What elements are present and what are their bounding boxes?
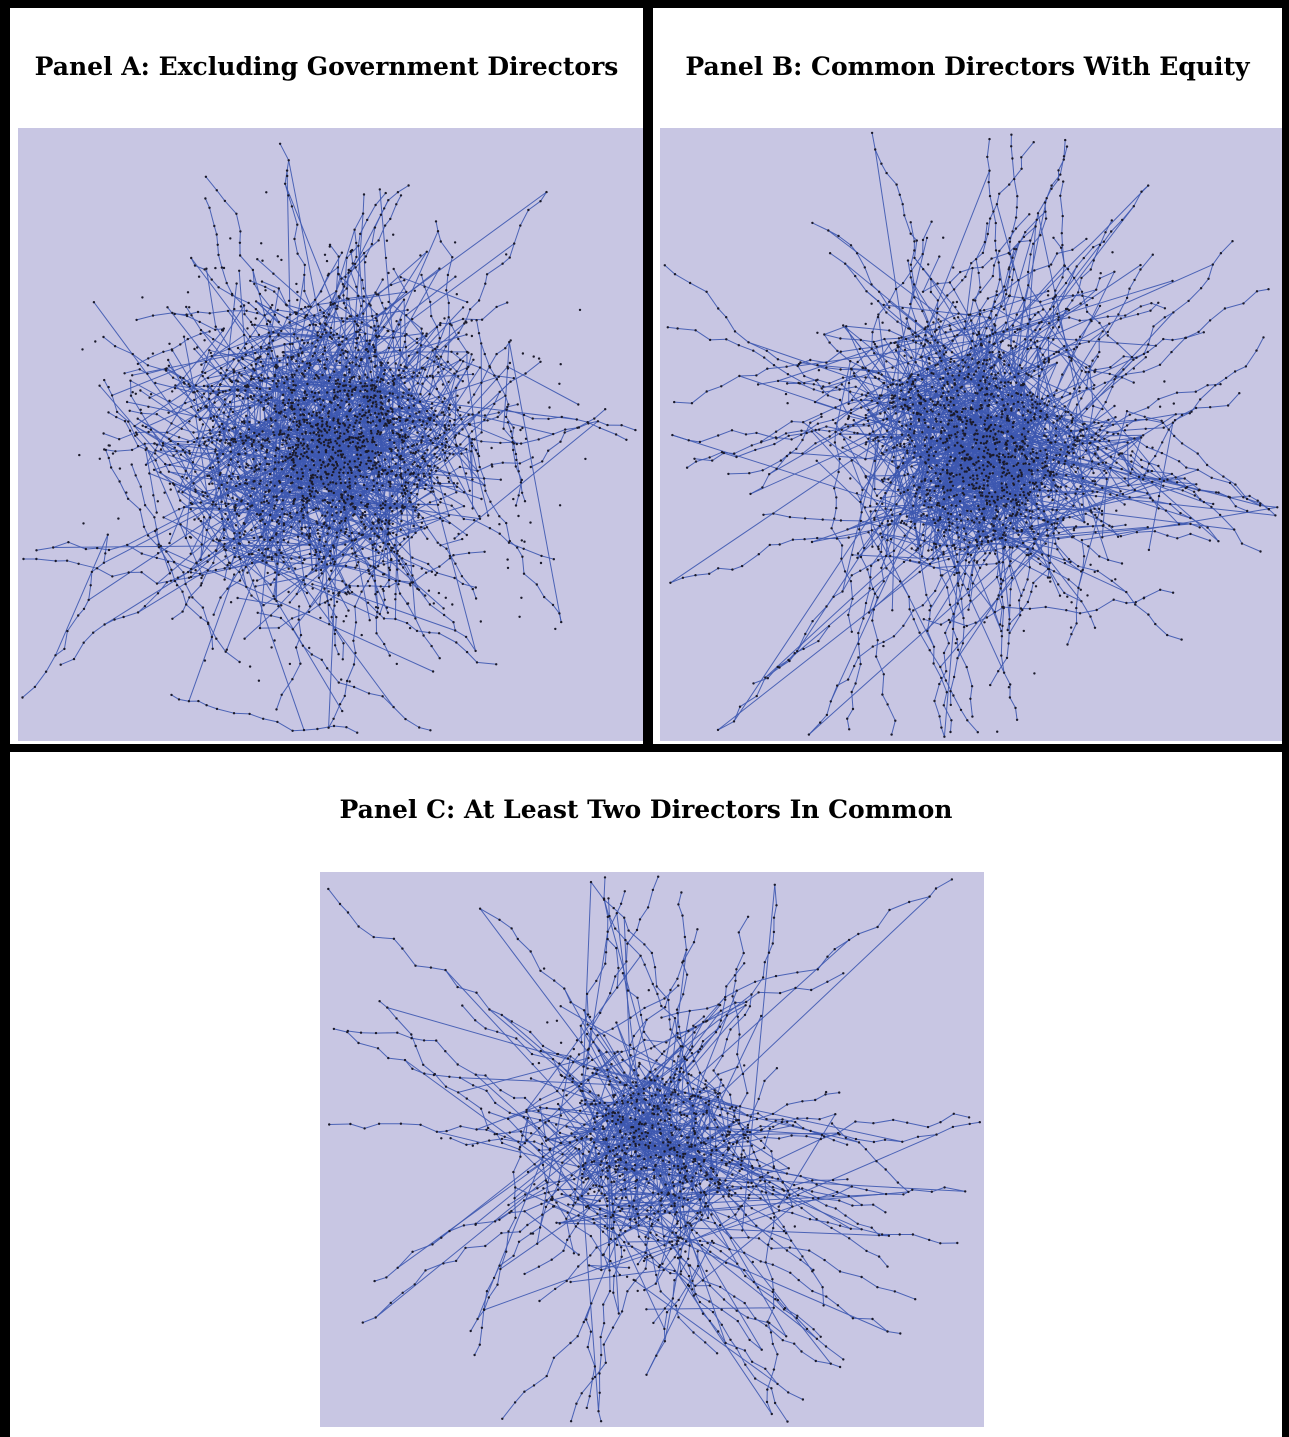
network-graph-b bbox=[663, 131, 1279, 738]
left-border bbox=[0, 0, 10, 1437]
network-edges bbox=[22, 143, 636, 734]
network-nodes bbox=[663, 131, 1279, 738]
network-nodes bbox=[21, 142, 637, 734]
row-divider bbox=[0, 744, 1289, 752]
panel-c-title: Panel C: At Least Two Directors In Commo… bbox=[339, 795, 953, 824]
network-edges bbox=[664, 132, 1278, 737]
network-edges bbox=[327, 876, 980, 1422]
right-border bbox=[1282, 0, 1289, 1437]
middle-divider bbox=[643, 0, 653, 748]
panel-b-title: Panel B: Common Directors With Equity bbox=[685, 52, 1250, 81]
network-panel-a bbox=[18, 128, 643, 741]
network-panel-b bbox=[660, 128, 1282, 741]
network-graph-c bbox=[327, 875, 981, 1423]
network-nodes bbox=[327, 875, 981, 1423]
network-graph-a bbox=[21, 142, 637, 734]
panel-a-title: Panel A: Excluding Government Directors bbox=[34, 52, 619, 81]
network-panel-c bbox=[320, 872, 984, 1427]
